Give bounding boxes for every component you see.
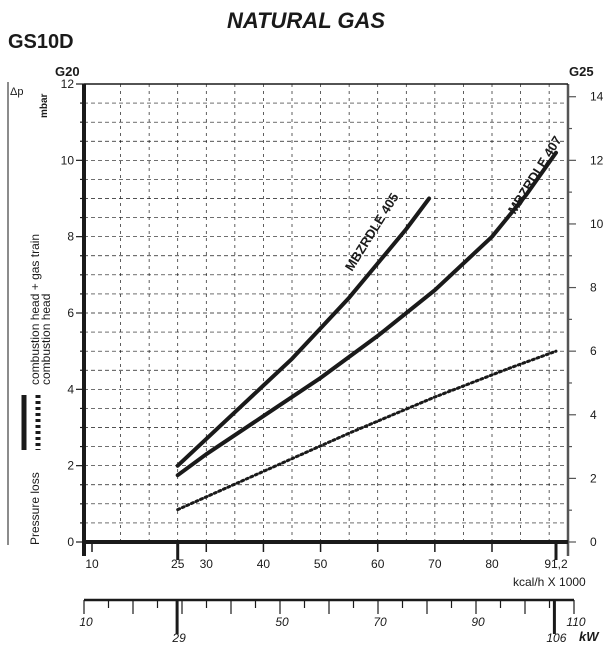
kcal-tick-label: 10 (85, 557, 99, 571)
kw-unit-label: kW (579, 629, 600, 644)
right-tick-label: 6 (590, 344, 597, 358)
kcal-tick-label: 25 (171, 557, 185, 571)
ylabel-pressure-loss: Pressure loss (28, 472, 42, 545)
series-group: MBZRDLE 405 MBZRDLE 407 (175, 133, 565, 512)
kcal-tick-label: 50 (314, 557, 328, 571)
right-tick-label: 8 (590, 281, 597, 295)
ylabel-head: combustion head (39, 294, 53, 385)
right-tick-label: 4 (590, 408, 597, 422)
g20-label: G20 (55, 64, 80, 79)
kw-tick-label: 10 (79, 615, 93, 629)
axes (82, 83, 570, 556)
ylabel-head-and-train: combustion head + gas train (28, 234, 42, 385)
kcal-unit-label: kcal/h X 1000 (513, 575, 586, 589)
right-tick-label: 10 (590, 217, 604, 231)
kw-tick-label: 106 (546, 631, 566, 645)
kcal-tick-label: 30 (200, 557, 214, 571)
mbar-label: mbar (39, 93, 50, 118)
kcal-tick-label: 91,2 (544, 557, 568, 571)
kcal-tick-label: 80 (485, 557, 499, 571)
ticks: 0 2 4 6 8 10 12 0 2 4 6 8 10 12 14 10 25 30 40 50 60 70 80 91,2… (61, 77, 604, 645)
series-line-1 (175, 196, 432, 468)
kw-tick-label: 70 (373, 615, 387, 629)
series-line-3 (176, 349, 558, 512)
left-tick-label: 0 (67, 535, 74, 549)
kcal-tick-label: 70 (428, 557, 442, 571)
kw-tick-label: 110 (566, 615, 585, 629)
right-tick-label: 12 (590, 153, 604, 167)
curve-label: MBZRDLE 405 (342, 190, 402, 273)
right-tick-label: 14 (590, 90, 604, 104)
left-tick-label: 10 (61, 153, 75, 167)
chart-title: NATURAL GAS (227, 8, 385, 33)
left-tick-label: 4 (67, 382, 74, 396)
kw-tick-label: 50 (275, 615, 289, 629)
left-tick-label: 6 (67, 306, 74, 320)
left-tick-label: 8 (67, 230, 74, 244)
grid (84, 84, 568, 542)
g25-label: G25 (569, 64, 594, 79)
left-tick-label: 2 (67, 459, 74, 473)
kcal-tick-label: 60 (371, 557, 385, 571)
right-tick-label: 2 (590, 471, 597, 485)
kw-tick-label: 29 (171, 631, 186, 645)
curve-label: MBZRDLE 407 (505, 133, 565, 216)
delta-p-label: Δp (10, 86, 23, 98)
right-tick-label: 0 (590, 535, 597, 549)
left-tick-label: 12 (61, 77, 75, 91)
series-line-2 (175, 150, 558, 478)
model-label: GS10D (8, 31, 74, 53)
kw-tick-label: 90 (471, 615, 485, 629)
kcal-tick-label: 40 (257, 557, 271, 571)
